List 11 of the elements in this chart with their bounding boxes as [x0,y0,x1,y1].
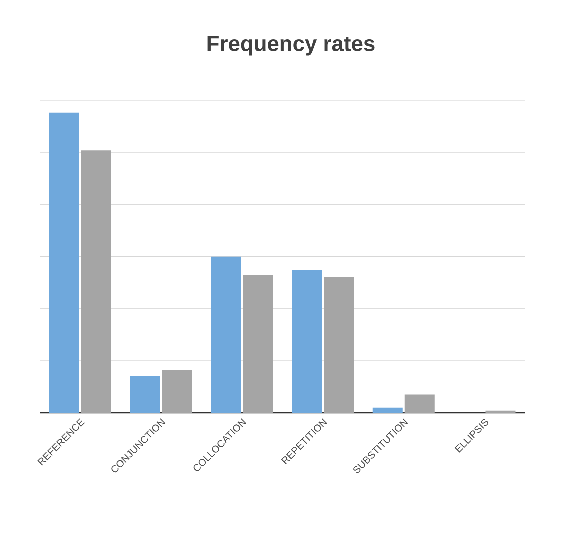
bar [404,394,435,413]
bar [211,256,242,413]
bar [81,150,112,413]
bar [130,376,160,413]
bar [243,275,274,413]
bar [162,370,192,413]
bar [49,112,80,413]
bar [324,277,354,413]
bar [292,270,322,413]
bar [372,408,403,413]
chart-title: Frequency rates [208,36,375,56]
